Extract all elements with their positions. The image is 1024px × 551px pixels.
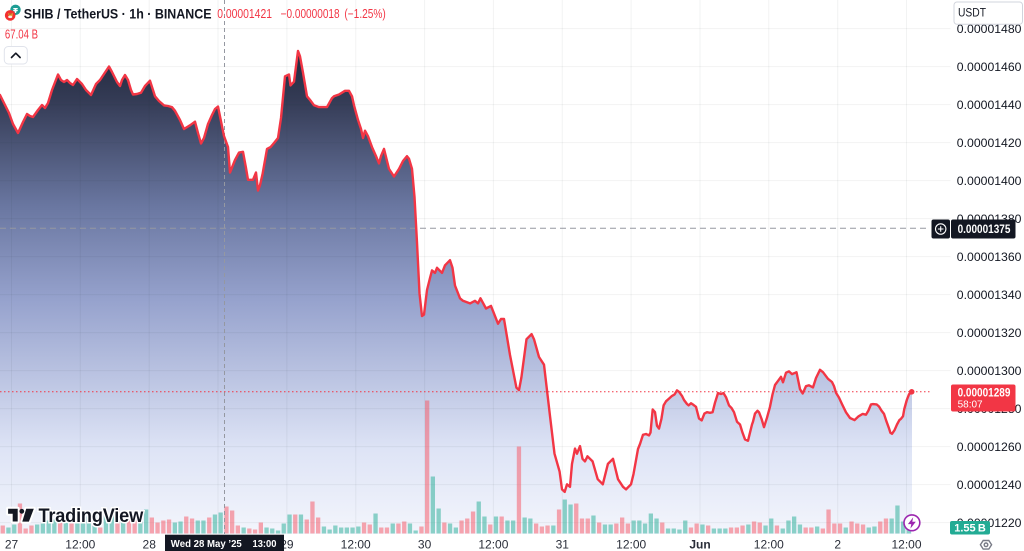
svg-text:0.00001360: 0.00001360 bbox=[957, 250, 1022, 264]
svg-text:0.00001300: 0.00001300 bbox=[957, 364, 1022, 378]
svg-text:0.00001420: 0.00001420 bbox=[957, 136, 1022, 150]
svg-text:0.00001440: 0.00001440 bbox=[957, 98, 1022, 112]
svg-text:0.00001320: 0.00001320 bbox=[957, 326, 1022, 340]
svg-text:0.00001240: 0.00001240 bbox=[957, 478, 1022, 492]
svg-text:0.00001421: 0.00001421 bbox=[217, 7, 272, 21]
svg-text:12:00: 12:00 bbox=[341, 537, 371, 551]
svg-text:0.00001260: 0.00001260 bbox=[957, 440, 1022, 454]
svg-text:Wed 28 May ’25: Wed 28 May ’25 bbox=[171, 538, 242, 550]
svg-text:58:07: 58:07 bbox=[958, 398, 983, 410]
svg-text:12:00: 12:00 bbox=[65, 537, 95, 551]
svg-text:12:00: 12:00 bbox=[891, 537, 921, 551]
svg-text:2: 2 bbox=[834, 537, 841, 551]
svg-text:67.04 B: 67.04 B bbox=[5, 27, 38, 41]
svg-text:(−1.25%): (−1.25%) bbox=[344, 7, 385, 21]
svg-text:0.00001375: 0.00001375 bbox=[958, 224, 1011, 236]
svg-text:12:00: 12:00 bbox=[754, 537, 784, 551]
svg-text:0.00001480: 0.00001480 bbox=[957, 22, 1022, 36]
svg-text:USDT: USDT bbox=[958, 7, 986, 19]
svg-text:0.00001289: 0.00001289 bbox=[958, 387, 1011, 399]
svg-text:TradingView: TradingView bbox=[39, 505, 144, 527]
svg-text:13:00: 13:00 bbox=[253, 538, 277, 550]
svg-text:30: 30 bbox=[418, 537, 432, 551]
svg-text:28: 28 bbox=[143, 537, 157, 551]
svg-text:Jun: Jun bbox=[689, 537, 710, 551]
svg-text:1.55 B: 1.55 B bbox=[954, 523, 986, 535]
svg-text:31: 31 bbox=[556, 537, 570, 551]
svg-text:0.00001400: 0.00001400 bbox=[957, 174, 1022, 188]
svg-text:SHIB / TetherUS · 1h · BINANCE: SHIB / TetherUS · 1h · BINANCE bbox=[24, 5, 212, 21]
svg-text:−0.00000018: −0.00000018 bbox=[281, 7, 340, 21]
svg-text:12:00: 12:00 bbox=[478, 537, 508, 551]
svg-text:27: 27 bbox=[5, 537, 19, 551]
svg-text:0.00001340: 0.00001340 bbox=[957, 288, 1022, 302]
svg-text:12:00: 12:00 bbox=[616, 537, 646, 551]
svg-text:0.00001460: 0.00001460 bbox=[957, 60, 1022, 74]
